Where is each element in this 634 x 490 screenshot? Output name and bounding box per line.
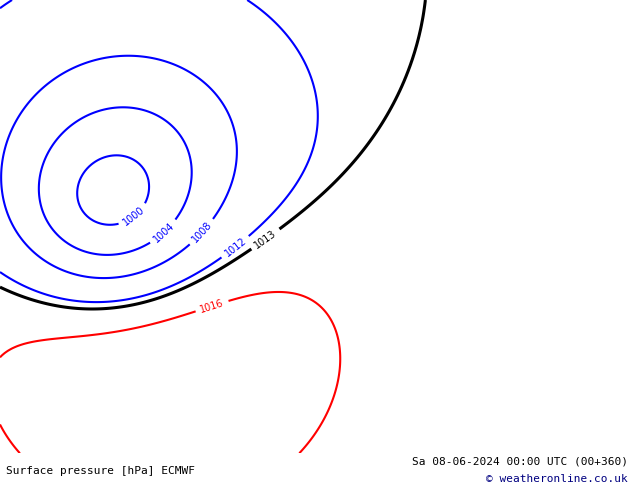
Text: 1008: 1008 (190, 220, 214, 245)
Text: Sa 08-06-2024 00:00 UTC (00+360): Sa 08-06-2024 00:00 UTC (00+360) (411, 457, 628, 467)
Text: 1016: 1016 (199, 297, 225, 315)
Text: 1013: 1013 (252, 228, 278, 250)
Text: © weatheronline.co.uk: © weatheronline.co.uk (486, 474, 628, 485)
Text: 1000: 1000 (121, 205, 146, 228)
Text: 1004: 1004 (152, 220, 176, 245)
Text: Surface pressure [hPa] ECMWF: Surface pressure [hPa] ECMWF (6, 466, 195, 476)
Text: 1012: 1012 (223, 236, 248, 259)
